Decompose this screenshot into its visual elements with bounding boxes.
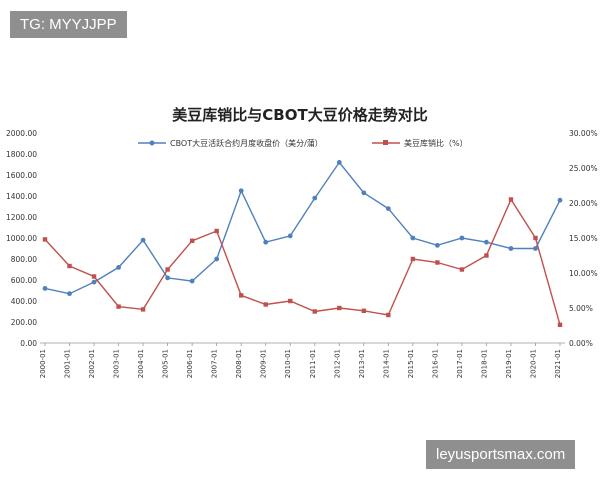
right-y-tick-label: 30.00%: [569, 129, 598, 138]
x-tick-label: 2021-01: [554, 349, 562, 378]
right-y-tick-label: 20.00%: [569, 199, 598, 208]
x-tick-label: 2011-01: [309, 349, 317, 378]
left-y-tick-label: 0.00: [20, 339, 37, 348]
left-y-tick-label: 600.00: [11, 276, 37, 285]
series-point: [189, 238, 195, 243]
right-y-tick-label: 25.00%: [569, 164, 598, 173]
series-point: [361, 190, 367, 196]
series-point: [91, 279, 97, 285]
x-tick-label: 2003-01: [113, 349, 121, 378]
series-point: [238, 188, 244, 194]
left-y-tick-label: 1400.00: [6, 192, 37, 201]
chart-svg: 美豆库销比与CBOT大豆价格走势对比 CBOT大豆活跃合约月度收盘价（美分/蒲）…: [6, 106, 598, 378]
series-point: [140, 307, 146, 312]
chart-frame: 美豆库销比与CBOT大豆价格走势对比 CBOT大豆活跃合约月度收盘价（美分/蒲）…: [0, 100, 600, 380]
series-point: [337, 305, 342, 311]
left-y-tick-label: 800.00: [11, 255, 37, 264]
series-point: [116, 265, 121, 270]
x-tick-label: 2019-01: [505, 349, 513, 378]
series-point: [508, 246, 514, 251]
left-y-tick-label: 1200.00: [6, 213, 37, 222]
series-point: [238, 293, 244, 298]
series-point: [361, 308, 367, 313]
series-point: [189, 278, 195, 284]
legend: CBOT大豆活跃合约月度收盘价（美分/蒲） 美豆库销比（%）: [138, 138, 468, 148]
series-point: [287, 233, 293, 239]
series-point: [557, 197, 563, 203]
series-point: [410, 235, 416, 241]
right-y-tick-label: 5.00%: [569, 304, 593, 313]
x-tick-label: 2017-01: [456, 349, 464, 378]
x-tick-label: 2007-01: [211, 349, 219, 378]
legend-stock-ratio: 美豆库销比（%）: [404, 138, 468, 148]
legend-cbot-price: CBOT大豆活跃合约月度收盘价（美分/蒲）: [170, 138, 323, 148]
left-y-tick-label: 1000.00: [6, 234, 37, 243]
x-tick-label: 2002-01: [88, 349, 96, 378]
left-y-tick-label: 400.00: [11, 297, 37, 306]
series-point: [484, 253, 489, 258]
bottom-watermark: leyusportsmax.com: [426, 440, 576, 469]
x-tick-label: 2009-01: [260, 349, 268, 378]
series-point: [459, 235, 465, 241]
series-point: [533, 246, 538, 251]
series-point: [312, 309, 317, 314]
x-tick-label: 2016-01: [431, 349, 439, 378]
x-tick-label: 2018-01: [480, 349, 488, 378]
left-y-tick-label: 200.00: [11, 318, 37, 327]
right-y-tick-label: 10.00%: [569, 269, 598, 278]
chart-title: 美豆库销比与CBOT大豆价格走势对比: [172, 106, 427, 124]
series-point: [42, 237, 48, 242]
series-point: [214, 256, 220, 262]
series-point: [288, 298, 293, 304]
series-point: [263, 239, 269, 245]
left-y-tick-label: 1600.00: [6, 171, 37, 180]
left-y-tick-label: 2000.00: [6, 129, 37, 138]
series-point: [116, 304, 121, 309]
x-axis-ticks: 2000-01 2001-01 2002-01 2003-01 2004-01 2005-…: [39, 343, 562, 378]
series-point: [533, 235, 538, 241]
series-point: [385, 206, 391, 211]
series-point: [336, 160, 342, 165]
series-point: [312, 195, 318, 201]
x-tick-label: 2008-01: [235, 349, 243, 378]
x-tick-label: 2015-01: [407, 349, 415, 378]
series-line-1: [44, 198, 561, 325]
x-tick-label: 2012-01: [333, 349, 341, 378]
series-point: [508, 197, 514, 202]
series-point: [435, 260, 440, 265]
right-y-tick-label: 0.00%: [569, 339, 593, 348]
series-point: [484, 239, 489, 245]
x-tick-label: 2010-01: [284, 349, 292, 378]
series-point: [140, 237, 146, 243]
top-tag: TG: MYYJJPP: [10, 11, 127, 38]
right-y-axis: 0.00% 5.00% 10.00% 15.00% 20.00% 25.00% 30.00%: [569, 129, 598, 348]
series-point: [165, 275, 171, 281]
series-point: [459, 267, 465, 272]
series-point: [67, 263, 72, 269]
series-point: [263, 302, 268, 307]
series-point: [91, 274, 97, 279]
left-y-axis: 0.00 200.00 400.00 600.00 800.00 1000.00 1200.…: [6, 129, 37, 348]
series-point: [434, 242, 440, 248]
series-point: [386, 312, 391, 318]
series-layer: [42, 160, 563, 327]
x-tick-label: 2005-01: [162, 349, 170, 378]
left-y-tick-label: 1800.00: [6, 150, 37, 159]
series-point: [67, 291, 72, 297]
series-line-0: [44, 161, 561, 295]
series-point: [557, 322, 563, 327]
series-point: [42, 286, 48, 291]
series-point: [410, 256, 416, 262]
x-tick-label: 2020-01: [529, 349, 537, 378]
series-point: [165, 267, 170, 272]
right-y-tick-label: 15.00%: [569, 234, 598, 243]
x-tick-label: 2006-01: [186, 349, 194, 378]
x-tick-label: 2000-01: [39, 349, 47, 378]
x-tick-label: 2004-01: [137, 349, 145, 378]
x-tick-label: 2014-01: [382, 349, 390, 378]
x-tick-label: 2013-01: [358, 349, 366, 378]
x-tick-label: 2001-01: [64, 349, 72, 378]
series-point: [214, 228, 219, 234]
